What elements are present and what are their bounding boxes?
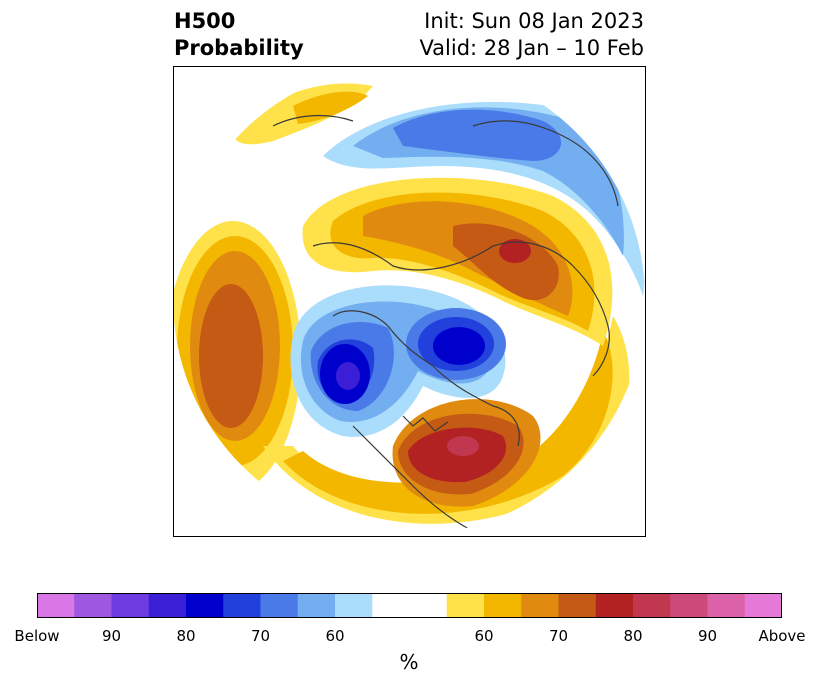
chart-title: H500 Probability (174, 8, 304, 62)
colorbar-tick-label: 70 (250, 627, 271, 645)
coastlines (272, 114, 619, 532)
colorbar-bin (670, 593, 708, 618)
title-variable: H500 (174, 9, 236, 33)
colorbar-tick-label: Below (14, 627, 60, 645)
eastern-us-ridge (392, 399, 541, 507)
colorbar-tick-label: 60 (325, 627, 345, 645)
valid-range: Valid: 28 Jan – 10 Feb (419, 36, 644, 60)
europe-trough (323, 101, 645, 296)
colorbar-bin (260, 593, 299, 618)
colorbar-tick-label: 70 (548, 627, 569, 645)
title-product: Probability (174, 36, 304, 60)
colorbar-bin (111, 593, 150, 618)
colorbar-bin (335, 593, 373, 618)
colorbar-bin (744, 593, 782, 618)
colorbar-bin (595, 593, 634, 618)
colorbar-bin (409, 593, 448, 618)
arctic-trough (406, 308, 506, 380)
colorbar-tick-label: 60 (474, 627, 494, 645)
colorbar-border (37, 593, 782, 618)
colorbar-tick-label: Above (758, 627, 806, 645)
colorbar-bin (558, 593, 597, 618)
colorbar-bin (148, 593, 187, 618)
colorbar-tick-label: 90 (697, 627, 718, 645)
chart-dates: Init: Sun 08 Jan 2023 Valid: 28 Jan – 10… (419, 8, 644, 62)
southern-ridge-arc (263, 316, 630, 524)
colorbar-bin (707, 593, 746, 618)
colorbar (37, 593, 782, 618)
colorbar-tick-label: 80 (176, 627, 196, 645)
colorbar-bin (74, 593, 112, 618)
probability-map (173, 66, 646, 537)
colorbar-bin (297, 593, 336, 618)
colorbar-bin (484, 593, 522, 618)
colorbar-bin (372, 593, 410, 618)
colorbar-bin (223, 593, 261, 618)
colorbar-bin (186, 593, 224, 618)
init-date: Init: Sun 08 Jan 2023 (424, 9, 644, 33)
colorbar-tick-label: 80 (623, 627, 643, 645)
colorbar-bin (521, 593, 559, 618)
colorbar-bin (446, 593, 485, 618)
colorbar-bin (37, 593, 75, 618)
colorbar-unit: % (399, 650, 419, 674)
colorbar-bin (633, 593, 671, 618)
colorbar-tick-label: 90 (101, 627, 122, 645)
map-frame (173, 66, 646, 537)
